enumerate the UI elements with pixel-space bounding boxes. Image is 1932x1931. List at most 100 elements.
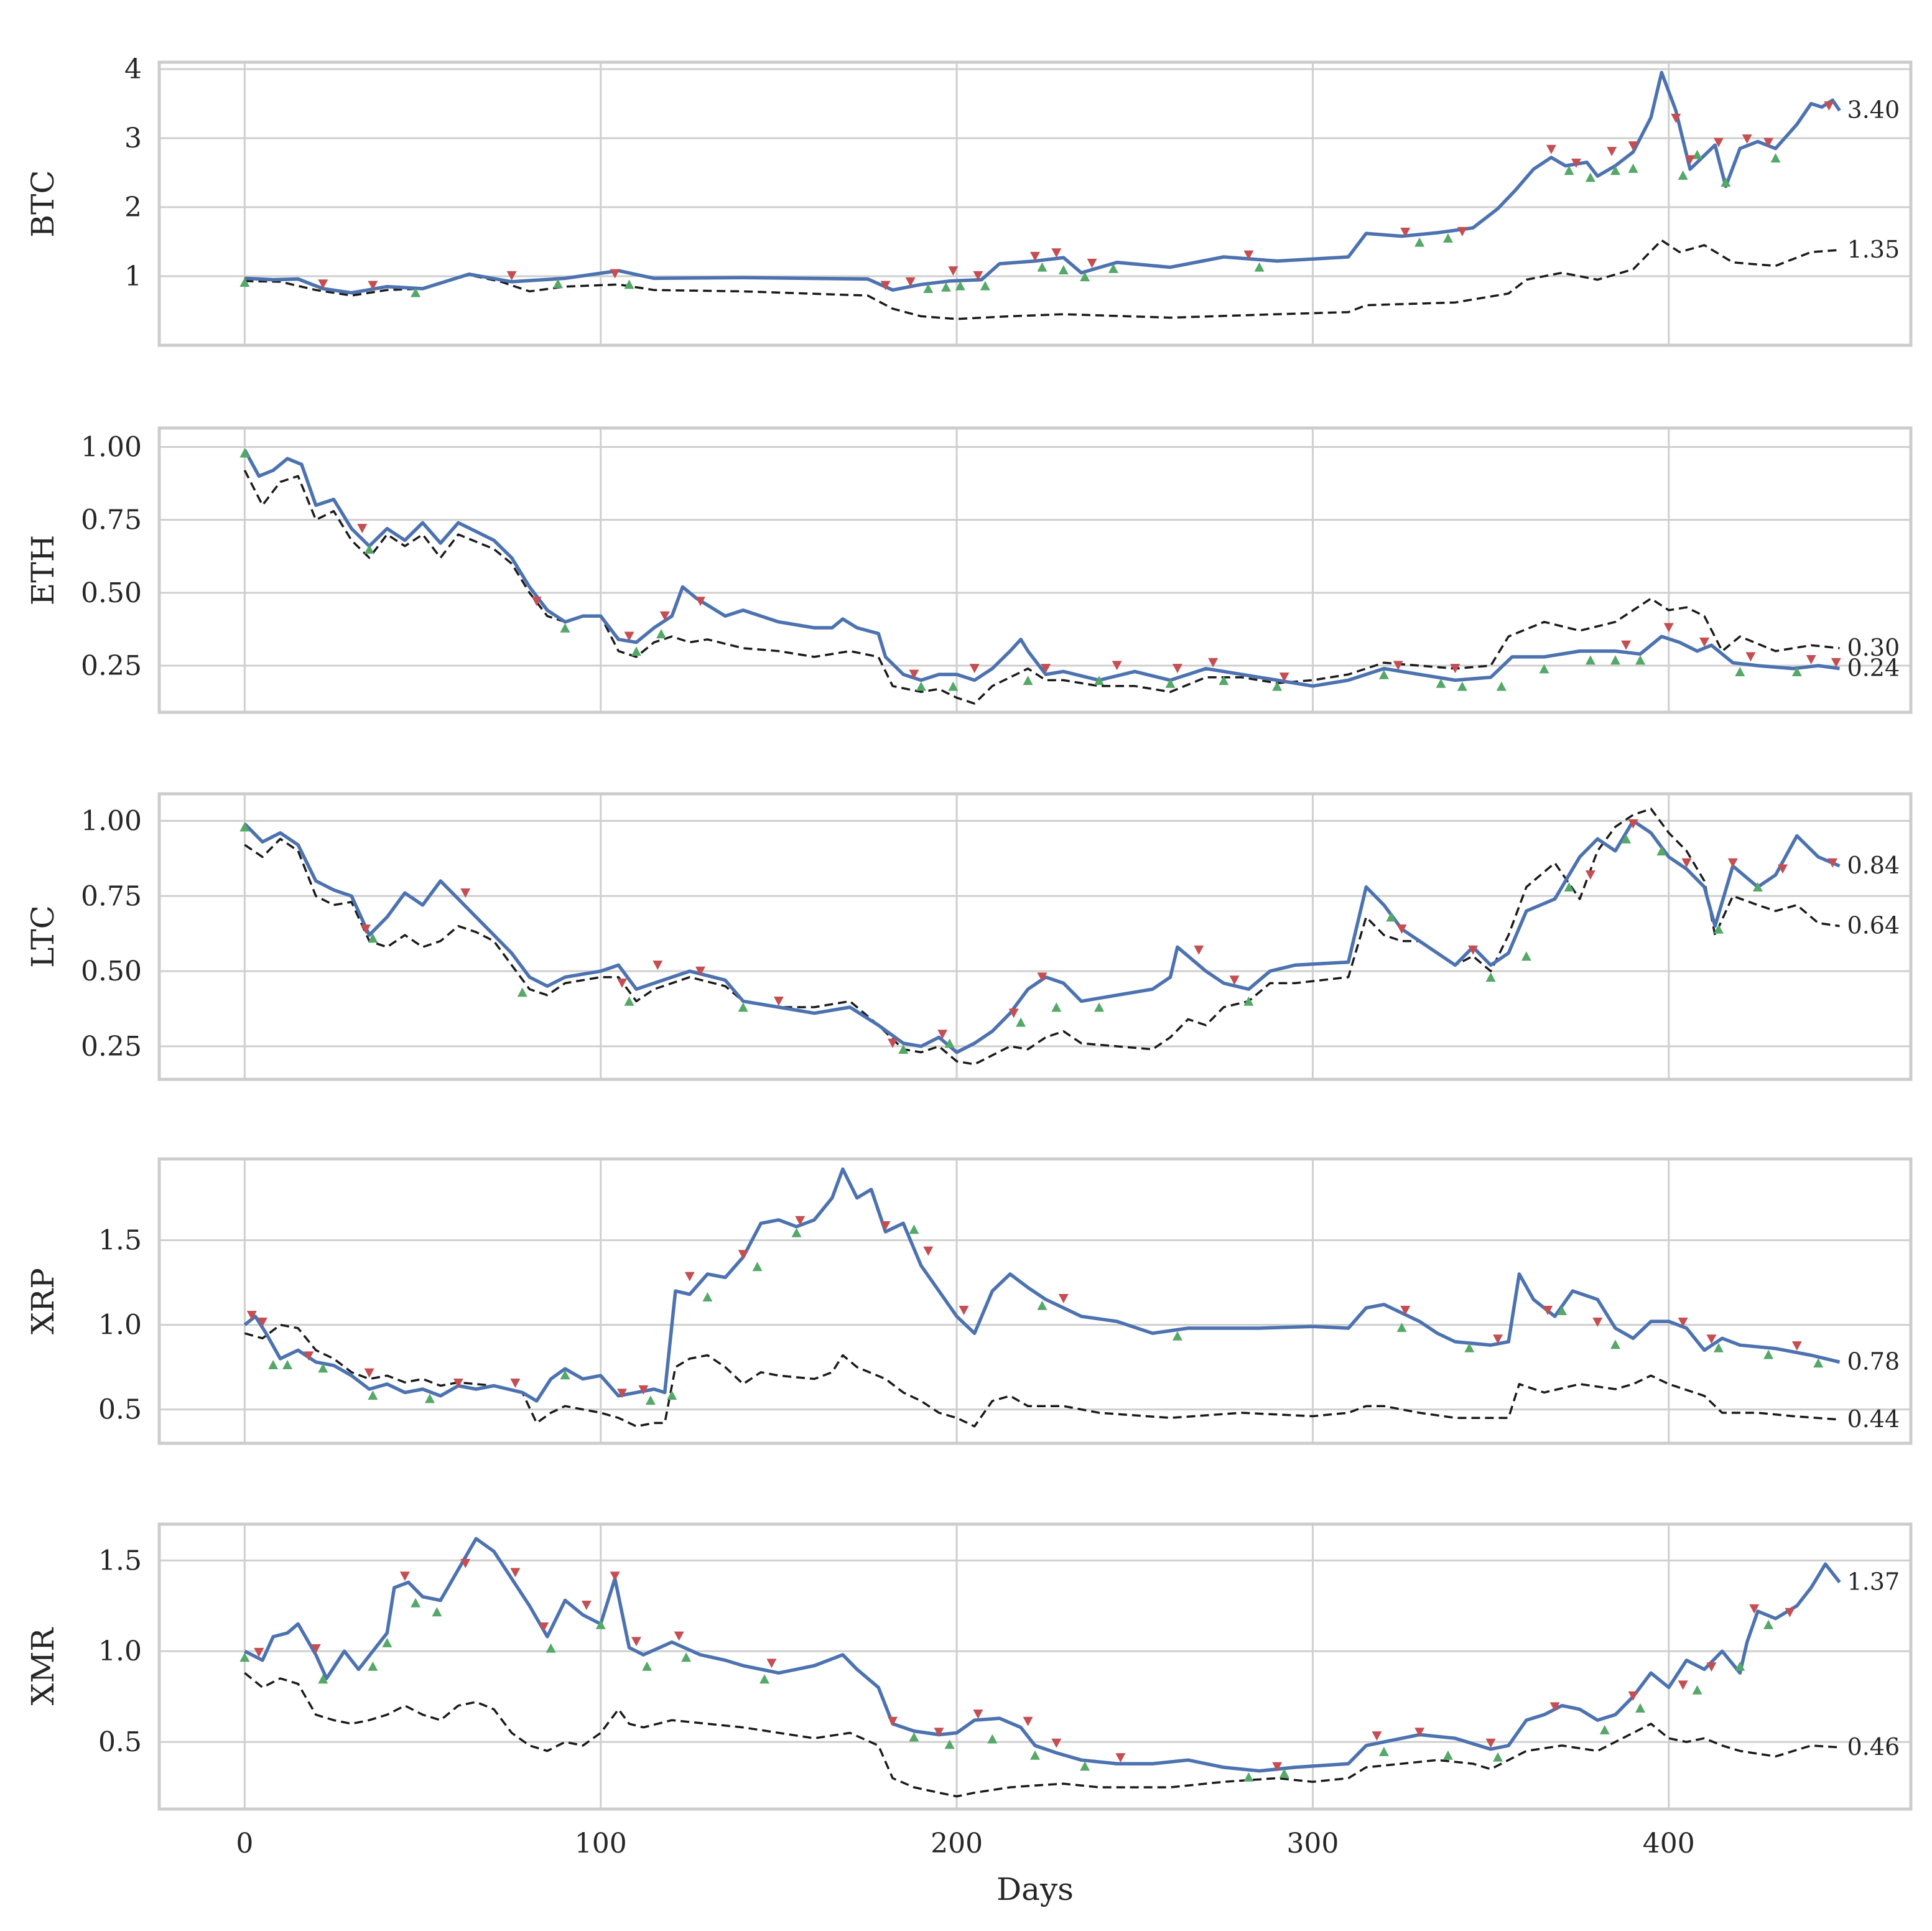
sell-marker [1791,1341,1802,1351]
sell-marker [1621,640,1632,650]
sell-marker [357,524,368,534]
sell-marker [460,1558,471,1568]
sell-marker [531,597,542,607]
y-axis-label: XMR [25,1627,61,1705]
buy-marker [940,282,951,292]
sell-marker [905,277,916,287]
sell-marker [909,669,919,679]
buy-marker [1414,237,1425,247]
x-axis-label: Days [996,1871,1074,1907]
buy-marker [1735,667,1745,677]
buy-marker [624,279,634,289]
buy-marker [1564,882,1574,892]
sell-marker [1272,1762,1283,1772]
buy-marker [318,1363,328,1373]
buy-marker [642,1661,653,1671]
sell-marker [246,1311,257,1321]
panel-data [239,70,1841,320]
buy-marker [1585,172,1595,182]
buy-marker [1457,681,1467,691]
buy-marker [411,287,421,297]
panel-data [239,807,1841,1066]
y-tick-label: 0.5 [98,1726,142,1758]
sell-marker [1678,1680,1688,1690]
buy-marker [1023,676,1033,686]
buy-marker [1243,1772,1254,1782]
sell-marker [360,924,371,934]
sell-marker [1058,1293,1069,1303]
buy-marker [1635,655,1646,665]
buy-marker [681,1652,692,1662]
buy-marker [702,1292,713,1302]
buy-marker [1172,1331,1182,1341]
buy-marker [955,281,965,291]
benchmark-line [244,239,1840,320]
sell-marker [923,1246,934,1256]
sell-marker [1607,147,1617,157]
sell-marker [653,961,663,970]
sell-marker [364,1368,374,1378]
sell-marker [773,997,784,1007]
buy-marker [1279,1768,1289,1778]
buy-marker [1442,1750,1453,1760]
buy-marker [364,544,374,554]
buy-marker [1791,667,1802,677]
benchmark-line [244,1672,1840,1798]
sell-marker [1831,658,1841,668]
buy-marker [1813,1358,1824,1368]
sell-marker [624,631,634,641]
buy-marker [923,284,934,294]
buy-marker [1058,265,1069,275]
sell-marker [399,1571,410,1581]
buy-marker [752,1262,763,1272]
sell-marker [1685,155,1696,165]
buy-marker [1713,1342,1724,1352]
sell-marker [1763,137,1774,147]
sell-marker [973,1710,983,1719]
panel-ltc: 0.25 0.50 0.75 1.00 LTC 0.84 0.64 [25,792,1913,1081]
buy-marker [1721,177,1731,187]
sell-marker [1008,1008,1019,1018]
buy-marker [1436,678,1446,688]
sell-marker [1457,226,1467,236]
buy-marker [368,1661,378,1671]
buy-marker [1564,165,1574,175]
buy-marker [1628,163,1638,173]
y-tick-label: 1.5 [98,1225,142,1257]
buy-marker [1165,678,1176,688]
buy-marker [1442,233,1453,243]
y-tick-label: 0.75 [81,880,142,912]
panel-btc: 1 2 3 4 BTC 3.40 1.35 [25,54,1913,347]
buy-marker [1621,834,1632,844]
buy-marker [282,1359,293,1369]
buy-marker [1770,153,1781,163]
benchmark-end-label: 0.30 [1847,634,1900,661]
buy-marker [1610,165,1620,175]
sell-marker [1671,113,1681,123]
buy-marker [1735,1661,1745,1671]
strategy-end-label: 1.37 [1847,1568,1900,1595]
sell-marker [1706,1662,1717,1672]
sell-marker [581,1601,592,1611]
buy-marker [368,933,378,943]
sell-marker [1493,1334,1503,1344]
sell-marker [1592,1318,1603,1328]
y-tick-label: 0.5 [98,1394,142,1426]
strategy-end-label: 0.24 [1847,654,1900,682]
y-tick-label: 1.5 [98,1545,142,1576]
buy-marker [1254,262,1265,272]
sell-marker [738,1250,748,1260]
sell-marker [1699,637,1710,647]
buy-marker [738,1002,748,1012]
sell-marker [617,979,628,989]
sell-marker [1229,975,1240,985]
sell-marker [973,271,983,281]
sell-marker [304,1351,314,1361]
sell-marker [959,1305,969,1315]
y-tick-label: 1.00 [81,431,142,463]
sell-marker [1279,672,1289,682]
sell-marker [1087,258,1097,268]
sell-marker [1777,864,1788,874]
sell-marker [1828,858,1838,868]
